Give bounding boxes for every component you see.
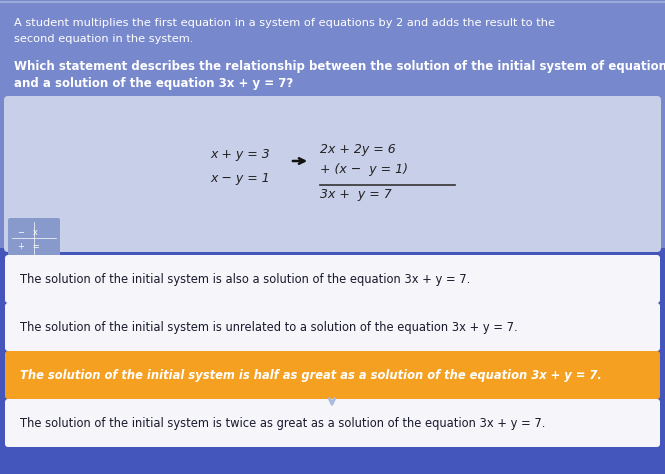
Text: second equation in the system.: second equation in the system.: [14, 34, 194, 44]
FancyBboxPatch shape: [5, 351, 660, 399]
Text: x − y = 1: x − y = 1: [210, 172, 270, 185]
FancyBboxPatch shape: [5, 303, 660, 351]
Text: 3x +  y = 7: 3x + y = 7: [320, 188, 392, 201]
Text: −   x: − x: [18, 228, 38, 237]
Text: The solution of the initial system is unrelated to a solution of the equation 3x: The solution of the initial system is un…: [20, 320, 517, 334]
FancyBboxPatch shape: [5, 255, 660, 303]
Text: A student multiplies the first equation in a system of equations by 2 and adds t: A student multiplies the first equation …: [14, 18, 555, 28]
FancyBboxPatch shape: [5, 399, 660, 447]
Text: The solution of the initial system is half as great as a solution of the equatio: The solution of the initial system is ha…: [20, 368, 602, 382]
Text: 2x + 2y = 6: 2x + 2y = 6: [320, 143, 396, 156]
Text: Which statement describes the relationship between the solution of the initial s: Which statement describes the relationsh…: [14, 60, 665, 73]
Text: + (x −  y = 1): + (x − y = 1): [320, 163, 408, 176]
Text: x + y = 3: x + y = 3: [210, 148, 270, 161]
Text: The solution of the initial system is also a solution of the equation 3x + y = 7: The solution of the initial system is al…: [20, 273, 470, 285]
Text: The solution of the initial system is twice as great as a solution of the equati: The solution of the initial system is tw…: [20, 417, 545, 429]
Text: +   =: + =: [18, 242, 40, 251]
Text: and a solution of the equation 3x + y = 7?: and a solution of the equation 3x + y = …: [14, 77, 293, 90]
FancyBboxPatch shape: [4, 96, 661, 252]
FancyBboxPatch shape: [0, 0, 665, 248]
FancyBboxPatch shape: [8, 218, 60, 258]
